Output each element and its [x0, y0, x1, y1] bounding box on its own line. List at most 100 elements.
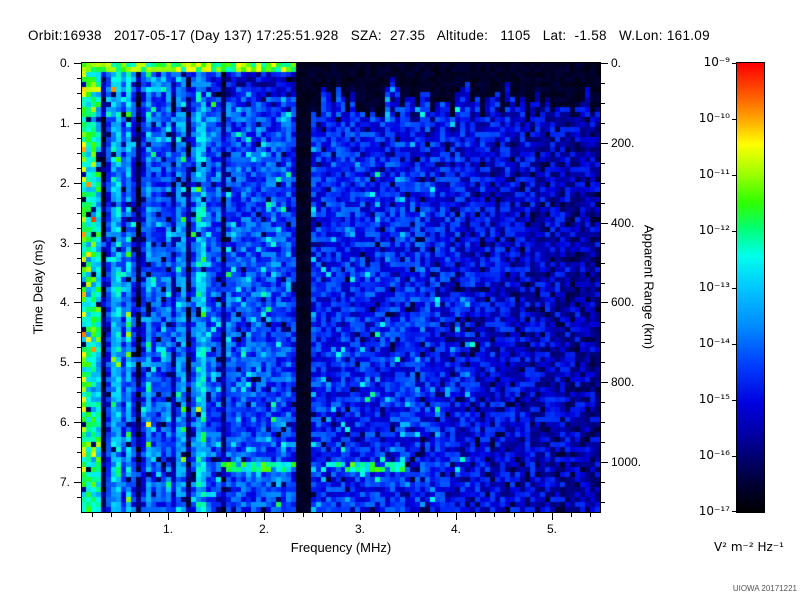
y-minor-tick — [77, 497, 81, 498]
colorbar-tick-label: 10⁻¹⁶ — [698, 448, 730, 462]
y-tick-label: 6. — [59, 415, 70, 429]
y-minor-tick — [77, 108, 81, 109]
y-major-tick — [74, 302, 81, 303]
y-tick-label: 7. — [59, 475, 70, 489]
x-minor-tick — [475, 513, 476, 517]
y-minor-tick — [77, 377, 81, 378]
x-major-tick — [264, 513, 265, 520]
spectrogram-canvas — [82, 63, 600, 512]
y-tick-label: 1. — [59, 116, 70, 130]
y-tick-label: 4. — [59, 295, 70, 309]
y-minor-tick — [77, 228, 81, 229]
colorbar-canvas — [737, 63, 764, 512]
y-minor-tick — [77, 332, 81, 333]
x-axis-label: Frequency (MHz) — [290, 540, 392, 555]
x-minor-tick — [590, 513, 591, 517]
plot-frame — [81, 62, 601, 513]
range-tick-label: 0. — [611, 56, 622, 70]
x-minor-tick — [149, 513, 150, 517]
range-tick-label: 600. — [611, 295, 635, 309]
y-major-tick — [74, 422, 81, 423]
range-tick-label: 800. — [611, 375, 635, 389]
range-minor-tick — [601, 342, 605, 343]
range-major-tick — [601, 143, 608, 144]
x-major-tick — [360, 513, 361, 520]
x-minor-tick — [533, 513, 534, 517]
range-major-tick — [601, 382, 608, 383]
x-minor-tick — [303, 513, 304, 517]
colorbar-tick-label: 10⁻¹⁵ — [698, 392, 730, 406]
x-minor-tick — [322, 513, 323, 517]
range-minor-tick — [601, 402, 605, 403]
range-major-tick — [601, 63, 608, 64]
range-minor-tick — [601, 482, 605, 483]
y-minor-tick — [77, 78, 81, 79]
x-minor-tick — [130, 513, 131, 517]
y-tick-label: 3. — [59, 236, 70, 250]
colorbar-tick — [732, 456, 736, 457]
observation-header: Orbit:16938 2017-05-17 (Day 137) 17:25:5… — [28, 28, 710, 43]
y-major-tick — [74, 482, 81, 483]
x-minor-tick — [111, 513, 112, 517]
range-minor-tick — [601, 442, 605, 443]
range-tick-label: 1000. — [611, 455, 642, 469]
x-tick-label: 3. — [354, 522, 365, 536]
y-minor-tick — [77, 198, 81, 199]
range-minor-tick — [601, 83, 605, 84]
y-minor-tick — [77, 392, 81, 393]
x-major-tick — [552, 513, 553, 520]
x-tick-label: 4. — [450, 522, 461, 536]
colorbar-tick — [732, 344, 736, 345]
y-major-tick — [74, 183, 81, 184]
y-tick-label: 5. — [59, 355, 70, 369]
range-minor-tick — [601, 322, 605, 323]
colorbar-tick-label: 10⁻¹³ — [698, 280, 730, 294]
y-minor-tick — [77, 467, 81, 468]
colorbar-tick-label: 10⁻¹¹ — [698, 167, 730, 181]
colorbar-tick — [732, 119, 736, 120]
x-minor-tick — [514, 513, 515, 517]
colorbar-units-label: V² m⁻² Hz⁻¹ — [714, 540, 784, 554]
x-major-tick — [168, 513, 169, 520]
x-tick-label: 5. — [546, 522, 557, 536]
x-major-tick — [456, 513, 457, 520]
range-tick-label: 400. — [611, 216, 635, 230]
range-minor-tick — [601, 422, 605, 423]
colorbar-tick — [732, 175, 736, 176]
y-minor-tick — [77, 288, 81, 289]
colorbar-tick-label: 10⁻¹² — [698, 223, 730, 237]
x-minor-tick — [379, 513, 380, 517]
x-minor-tick — [207, 513, 208, 517]
y-major-tick — [74, 63, 81, 64]
colorbar-tick-label: 10⁻⁹ — [703, 55, 730, 69]
colorbar-tick-label: 10⁻¹⁴ — [698, 336, 730, 350]
y-axis-label-right: Apparent Range (km) — [641, 224, 657, 350]
y-tick-label: 2. — [59, 176, 70, 190]
y-tick-label: 0. — [59, 56, 70, 70]
y-minor-tick — [77, 317, 81, 318]
colorbar-tick — [732, 400, 736, 401]
y-major-tick — [74, 243, 81, 244]
range-minor-tick — [601, 103, 605, 104]
x-minor-tick — [571, 513, 572, 517]
x-minor-tick — [494, 513, 495, 517]
y-minor-tick — [77, 347, 81, 348]
range-minor-tick — [601, 203, 605, 204]
y-minor-tick — [77, 452, 81, 453]
range-minor-tick — [601, 243, 605, 244]
colorbar-tick-label: 10⁻¹⁰ — [698, 111, 730, 125]
watermark: UIOWA 20171221 — [732, 584, 797, 593]
range-minor-tick — [601, 163, 605, 164]
range-major-tick — [601, 462, 608, 463]
range-minor-tick — [601, 283, 605, 284]
range-minor-tick — [601, 123, 605, 124]
x-tick-label: 2. — [258, 522, 269, 536]
x-minor-tick — [188, 513, 189, 517]
y-minor-tick — [77, 273, 81, 274]
colorbar-frame — [736, 62, 765, 513]
colorbar-tick — [732, 231, 736, 232]
range-major-tick — [601, 302, 608, 303]
colorbar-tick — [732, 288, 736, 289]
x-minor-tick — [399, 513, 400, 517]
